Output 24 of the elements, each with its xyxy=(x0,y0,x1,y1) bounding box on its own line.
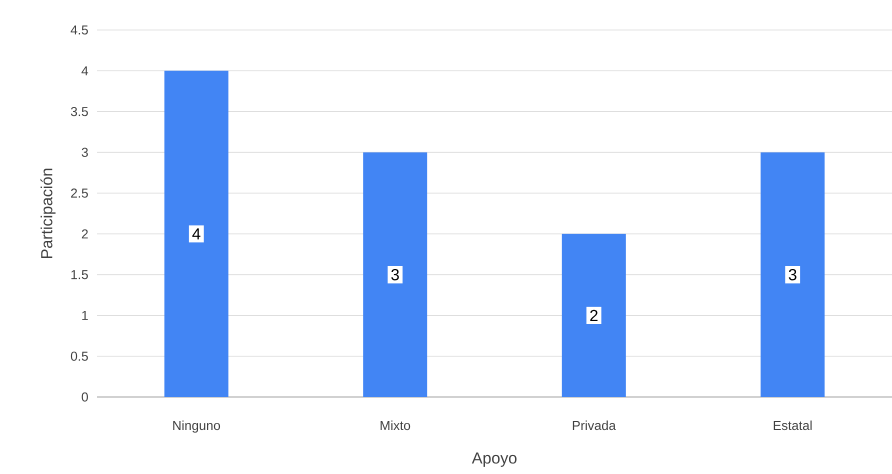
y-tick-label: 4 xyxy=(82,66,88,76)
bar xyxy=(562,234,626,397)
x-tick-label: Privada xyxy=(572,420,616,430)
y-tick-label: 1.5 xyxy=(71,270,88,280)
data-label: 4 xyxy=(192,228,200,240)
data-label: 3 xyxy=(391,269,399,280)
data-label: 3 xyxy=(788,269,796,280)
y-tick-label: 0 xyxy=(82,392,88,402)
y-tick-label: 4.5 xyxy=(70,25,88,35)
y-tick-label: 3 xyxy=(82,148,88,157)
x-axis-title: Apoyo xyxy=(472,452,517,467)
bar xyxy=(363,152,428,397)
y-tick-label: 0.5 xyxy=(70,352,88,361)
x-tick-label: Estatal xyxy=(774,420,812,430)
bar xyxy=(760,152,825,397)
x-tick-label: Mixto xyxy=(380,420,410,430)
y-tick-label: 2.5 xyxy=(71,188,88,198)
x-tick-label: Ninguno xyxy=(173,420,220,433)
bar xyxy=(164,70,228,397)
y-tick-label: 3.5 xyxy=(70,106,88,116)
y-tick-label: 2 xyxy=(82,229,88,238)
y-tick-label: 1 xyxy=(82,310,88,320)
y-axis-title: Participación xyxy=(40,168,56,258)
data-label: 2 xyxy=(590,310,598,322)
